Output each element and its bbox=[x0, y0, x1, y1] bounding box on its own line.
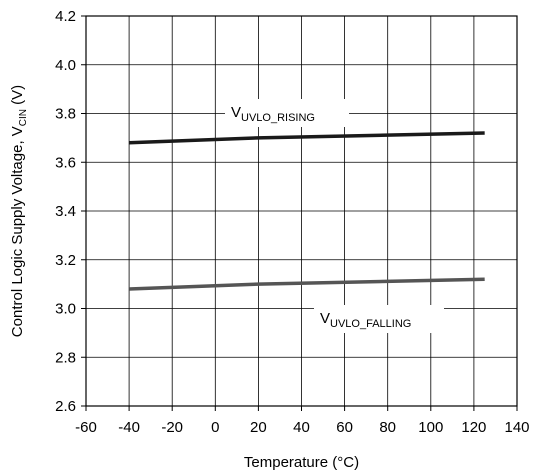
x-tick-label: 100 bbox=[418, 419, 443, 436]
y-axis-label-main: Control Logic Supply Voltage, V bbox=[9, 126, 26, 337]
annotation-uvlo-rising-sub: UVLO_RISING bbox=[241, 112, 315, 124]
series-line-falling bbox=[129, 277, 485, 291]
annotation-uvlo-rising-main: V bbox=[231, 104, 241, 121]
x-tick-label: -20 bbox=[161, 419, 183, 436]
x-tick-label: -60 bbox=[75, 419, 97, 436]
x-tick-label: 80 bbox=[379, 419, 396, 436]
y-axis-label-suffix: (V) bbox=[9, 85, 26, 109]
y-tick-label: 2.6 bbox=[55, 398, 76, 415]
x-tick-label: 40 bbox=[293, 419, 310, 436]
annotation-uvlo-falling-text: VUVLO_FALLING bbox=[320, 310, 411, 330]
x-tick-label: 60 bbox=[336, 419, 353, 436]
annotation-uvlo-rising: VUVLO_RISING bbox=[225, 99, 349, 127]
y-tick-label: 3.4 bbox=[55, 203, 76, 220]
y-axis-label: Control Logic Supply Voltage, VCIN (V) bbox=[9, 85, 29, 337]
y-tick-label: 2.8 bbox=[55, 349, 76, 366]
x-tick-label: 0 bbox=[211, 419, 219, 436]
y-tick-label: 3.8 bbox=[55, 106, 76, 123]
series-group bbox=[129, 131, 485, 291]
grid bbox=[85, 15, 518, 407]
y-tick-label: 4.2 bbox=[55, 8, 76, 25]
annotation-uvlo-falling-main: V bbox=[320, 310, 330, 327]
annotation-uvlo-falling: VUVLO_FALLING bbox=[314, 305, 444, 333]
x-tick-label: 20 bbox=[250, 419, 267, 436]
x-tick-label: 120 bbox=[461, 419, 486, 436]
annotation-uvlo-falling-bg bbox=[314, 305, 444, 333]
series-line-rising bbox=[129, 131, 485, 145]
y-tick-label: 3.2 bbox=[55, 252, 76, 269]
y-tick-label: 4.0 bbox=[55, 57, 76, 74]
y-tick-label: 3.0 bbox=[55, 301, 76, 318]
x-tick-label: -40 bbox=[118, 419, 140, 436]
y-axis-label-subscript: CIN bbox=[18, 109, 29, 126]
annotation-uvlo-rising-bg bbox=[225, 99, 349, 127]
annotation-uvlo-rising-text: VUVLO_RISING bbox=[231, 104, 315, 124]
annotation-uvlo-falling-sub: UVLO_FALLING bbox=[330, 318, 411, 330]
x-tick-labels: -60 -40 -20 0 20 40 60 80 100 120 140 bbox=[75, 406, 530, 436]
y-tick-labels: 2.6 2.8 3.0 3.2 3.4 3.6 3.8 4.0 4.2 bbox=[55, 8, 86, 415]
x-axis-label: Temperature (°C) bbox=[244, 454, 359, 471]
y-tick-label: 3.6 bbox=[55, 154, 76, 171]
x-tick-label: 140 bbox=[504, 419, 529, 436]
